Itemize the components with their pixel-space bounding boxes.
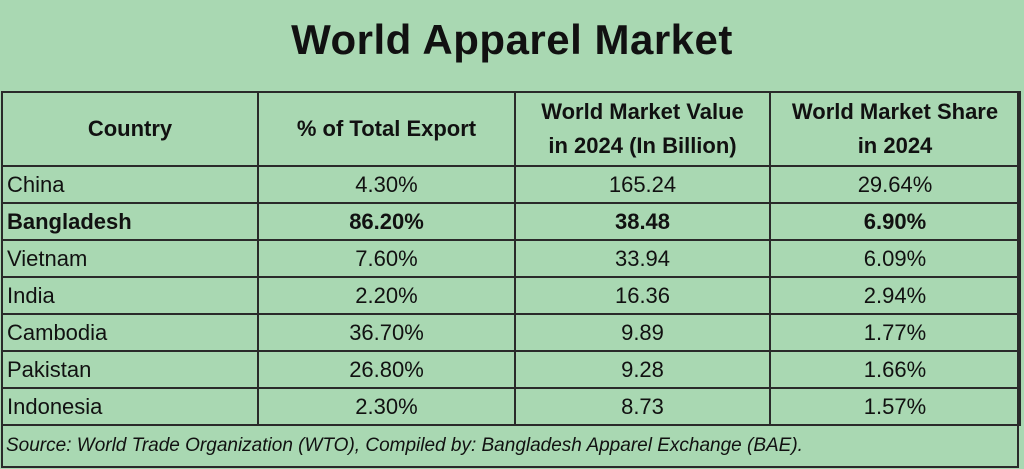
table-border-bottom xyxy=(1,466,1019,468)
cell-market-share: 2.94% xyxy=(769,276,1021,315)
column-header-line: World Market Value xyxy=(541,99,744,124)
table-row: Vietnam 7.60% 33.94 6.09% xyxy=(1,239,1021,278)
table-row: Indonesia 2.30% 8.73 1.57% xyxy=(1,387,1021,426)
cell-country: Cambodia xyxy=(1,313,259,352)
column-header-country: Country xyxy=(1,91,259,167)
cell-country: China xyxy=(1,165,259,204)
data-table: Country % of Total Export World Market V… xyxy=(1,91,1021,426)
cell-market-value: 9.89 xyxy=(514,313,771,352)
cell-pct-export: 36.70% xyxy=(257,313,516,352)
cell-country: India xyxy=(1,276,259,315)
cell-country: Bangladesh xyxy=(1,202,259,241)
cell-pct-export: 2.20% xyxy=(257,276,516,315)
cell-market-share: 6.09% xyxy=(769,239,1021,278)
cell-market-value: 9.28 xyxy=(514,350,771,389)
cell-market-share: 1.66% xyxy=(769,350,1021,389)
cell-country: Indonesia xyxy=(1,387,259,426)
cell-market-value: 165.24 xyxy=(514,165,771,204)
column-header-pct-export: % of Total Export xyxy=(257,91,516,167)
table-row: Pakistan 26.80% 9.28 1.66% xyxy=(1,350,1021,389)
cell-market-value: 16.36 xyxy=(514,276,771,315)
chart-title: World Apparel Market xyxy=(291,16,733,63)
cell-pct-export: 7.60% xyxy=(257,239,516,278)
cell-market-share: 29.64% xyxy=(769,165,1021,204)
cell-pct-export: 26.80% xyxy=(257,350,516,389)
column-header-line: % of Total Export xyxy=(296,116,477,141)
header-row: Country % of Total Export World Market V… xyxy=(1,91,1021,167)
cell-country: Vietnam xyxy=(1,239,259,278)
column-header-line: in 2024 (In Billion) xyxy=(548,133,737,158)
cell-country: Pakistan xyxy=(1,350,259,389)
source-note: Source: World Trade Organization (WTO), … xyxy=(6,435,803,456)
table-body: China 4.30% 165.24 29.64% Bangladesh 86.20% 38… xyxy=(1,165,1021,426)
cell-pct-export: 86.20% xyxy=(257,202,516,241)
cell-market-value: 8.73 xyxy=(514,387,771,426)
cell-market-value: 38.48 xyxy=(514,202,771,241)
table-border-right xyxy=(1017,91,1019,468)
column-header-line: World Market Share xyxy=(791,99,999,124)
table-row: Cambodia 36.70% 9.89 1.77% xyxy=(1,313,1021,352)
column-header-line: in 2024 xyxy=(857,133,933,158)
table-border-left xyxy=(1,91,3,468)
cell-market-share: 1.77% xyxy=(769,313,1021,352)
cell-market-share: 1.57% xyxy=(769,387,1021,426)
cell-pct-export: 2.30% xyxy=(257,387,516,426)
table-row: India 2.20% 16.36 2.94% xyxy=(1,276,1021,315)
column-header-market-share: World Market Share in 2024 xyxy=(769,91,1021,167)
table-row: Bangladesh 86.20% 38.48 6.90% xyxy=(1,202,1021,241)
cell-market-value: 33.94 xyxy=(514,239,771,278)
column-header-market-value: World Market Value in 2024 (In Billion) xyxy=(514,91,771,167)
cell-market-share: 6.90% xyxy=(769,202,1021,241)
table-row: China 4.30% 165.24 29.64% xyxy=(1,165,1021,204)
column-header-line: Country xyxy=(87,116,173,141)
cell-pct-export: 4.30% xyxy=(257,165,516,204)
